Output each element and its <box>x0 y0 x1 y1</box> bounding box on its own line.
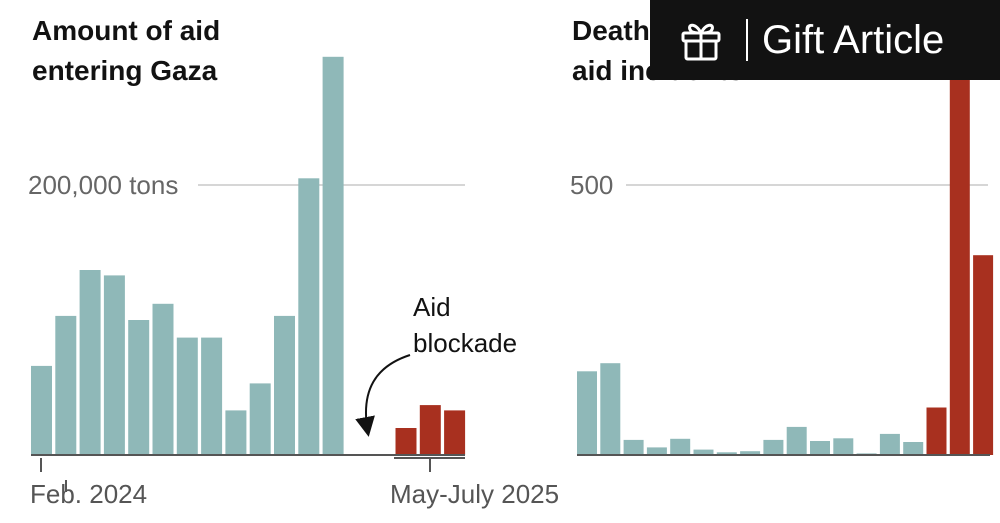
death-bar-1 <box>577 371 597 455</box>
aid-bar-oct-2024 <box>225 410 247 455</box>
annotation-arrow <box>355 354 411 437</box>
death-bar-9 <box>763 439 784 455</box>
death-bar-5 <box>670 438 691 455</box>
death-bar-15 <box>903 442 924 455</box>
left-tick-label-start: Feb. 2024 <box>30 479 147 509</box>
aid-bar-sep-2024 <box>201 337 223 456</box>
death-bar-8 <box>740 451 761 455</box>
left-title-line-1: Amount of aid <box>32 15 221 46</box>
aid-bar-jan-2025 <box>298 178 320 456</box>
death-bar-18 <box>973 255 994 455</box>
death-bar-2 <box>600 363 621 455</box>
death-bar-10 <box>786 426 807 455</box>
aid-bar-jun-2025 <box>419 405 441 456</box>
left-chart-title: Amount of aid entering Gaza <box>32 11 362 91</box>
aid-bar-may-2024 <box>103 275 125 455</box>
aid-bar-mar-2024 <box>55 315 77 455</box>
right-bars <box>577 71 994 455</box>
aid-bar-may-2025 <box>395 428 417 455</box>
annotation-line-1: Aid <box>413 292 451 322</box>
aid-bar-nov-2024 <box>249 383 271 455</box>
left-title-line-2: entering Gaza <box>32 55 218 86</box>
death-bar-11 <box>810 441 830 455</box>
gift-button-separator <box>746 19 748 61</box>
death-bar-17 <box>949 71 970 455</box>
death-bar-16 <box>926 407 947 455</box>
gift-article-label: Gift Article <box>762 18 945 62</box>
death-bar-6 <box>693 449 714 455</box>
death-bar-4 <box>646 447 667 455</box>
deaths-chart: 500 <box>570 71 994 456</box>
aid-bar-jul-2025 <box>444 410 466 455</box>
aid-bar-jun-2024 <box>128 320 150 455</box>
aid-bar-jul-2024 <box>152 303 174 455</box>
aid-bar-apr-2024 <box>79 270 101 455</box>
left-tick-label-end: May-July 2025 <box>390 479 559 509</box>
annotation-line-2: blockade <box>413 328 517 358</box>
gift-icon <box>681 23 721 61</box>
death-bar-14 <box>879 433 900 455</box>
left-bars <box>31 56 466 456</box>
left-gridline-label: 200,000 tons <box>28 170 178 200</box>
death-bar-12 <box>833 438 854 455</box>
right-gridline-label: 500 <box>570 170 613 200</box>
aid-bar-dec-2024 <box>274 315 295 455</box>
death-bar-7 <box>716 452 737 455</box>
gift-article-button[interactable]: Gift Article <box>650 0 1000 80</box>
aid-amount-chart: 200,000 tons Feb. 2024 May-July 2025 Aid… <box>28 56 559 509</box>
aid-bar-aug-2024 <box>176 337 198 456</box>
aid-bar-feb-2025 <box>322 56 344 456</box>
death-bar-3 <box>623 439 644 455</box>
aid-bar-feb-2024 <box>31 365 52 455</box>
